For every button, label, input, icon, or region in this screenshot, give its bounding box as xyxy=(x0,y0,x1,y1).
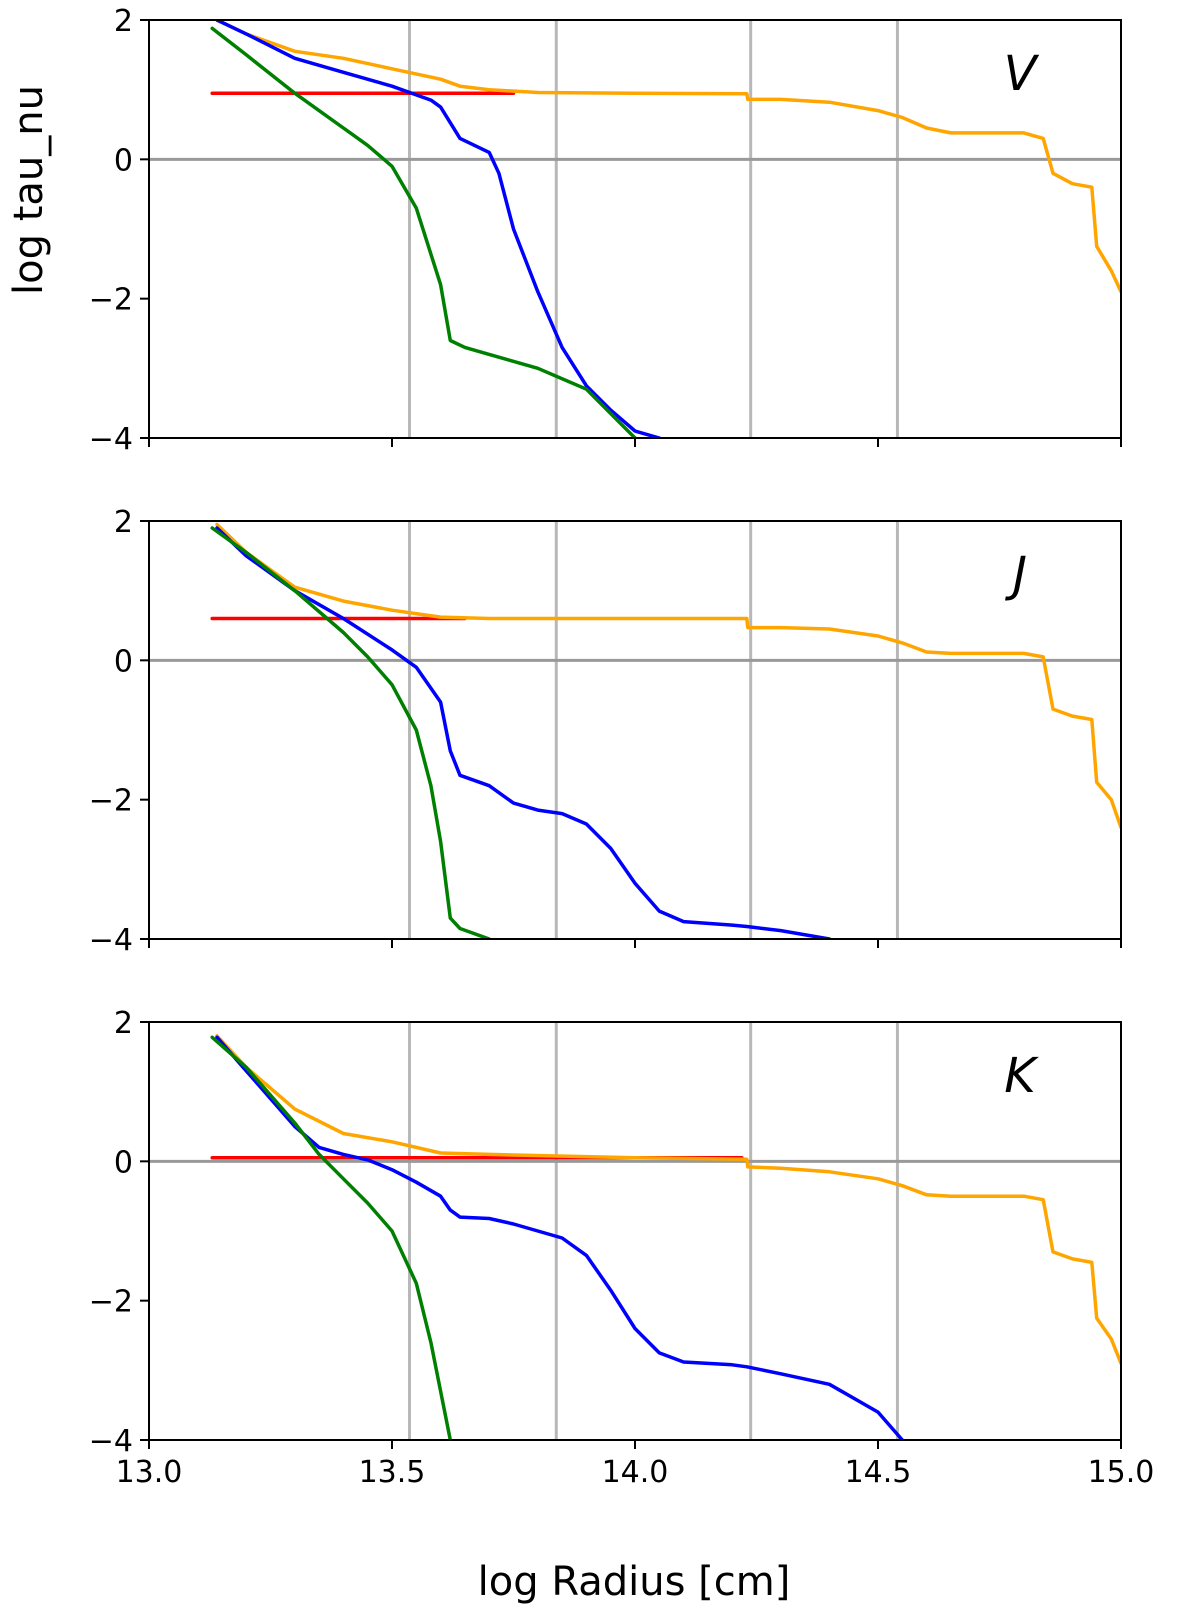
series-group xyxy=(210,20,1121,438)
y-tick-label: 0 xyxy=(114,143,133,178)
y-tick-label: −2 xyxy=(89,283,133,318)
panel-label: V xyxy=(1004,46,1040,102)
y-tick-label: 2 xyxy=(114,4,133,39)
x-tick-label: 14.5 xyxy=(845,1455,912,1490)
x-tick-label: 13.5 xyxy=(359,1455,426,1490)
series-blue-line xyxy=(215,20,662,438)
series-blue-line xyxy=(215,1035,905,1440)
x-axis-label: log Radius [cm] xyxy=(478,1559,791,1605)
x-tick-label: 15.0 xyxy=(1088,1455,1155,1490)
y-tick-label: 2 xyxy=(114,505,133,540)
panel-label: J xyxy=(1005,547,1027,603)
x-tick-label: 13.0 xyxy=(116,1455,183,1490)
plot-frame xyxy=(148,1021,1122,1441)
series-group xyxy=(210,1034,1121,1440)
y-tick-label: −4 xyxy=(89,923,133,958)
series-green-line xyxy=(210,26,637,438)
series-orange-line xyxy=(215,1034,1121,1366)
y-tick-label: −4 xyxy=(89,1424,133,1459)
x-tick-label: 14.0 xyxy=(602,1455,669,1490)
plot-frame xyxy=(148,520,1122,940)
series-orange-line xyxy=(215,522,1121,830)
y-tick-label: 2 xyxy=(114,1006,133,1041)
y-tick-label: −2 xyxy=(89,784,133,819)
series-green-line xyxy=(210,1035,453,1440)
panel-K: 2 0 −2 −413.0 13.5 14.0 14.5 15.0 K xyxy=(89,1006,1155,1490)
y-tick-label: 0 xyxy=(114,1145,133,1180)
y-axis-label: log tau_nu xyxy=(6,85,52,295)
y-tick-label: −4 xyxy=(89,422,133,457)
series-green-line xyxy=(210,526,491,939)
y-tick-label: 0 xyxy=(114,644,133,679)
y-tick-label: −2 xyxy=(89,1285,133,1320)
panel-label: K xyxy=(1004,1048,1039,1104)
series-group xyxy=(210,522,1121,939)
panel-V: 2 0 −2 −4 V xyxy=(89,4,1122,457)
panel-J: 2 0 −2 −4 J xyxy=(89,505,1122,958)
series-blue-line xyxy=(215,526,832,939)
series-orange-line xyxy=(215,20,1121,294)
plot-frame xyxy=(148,19,1122,439)
